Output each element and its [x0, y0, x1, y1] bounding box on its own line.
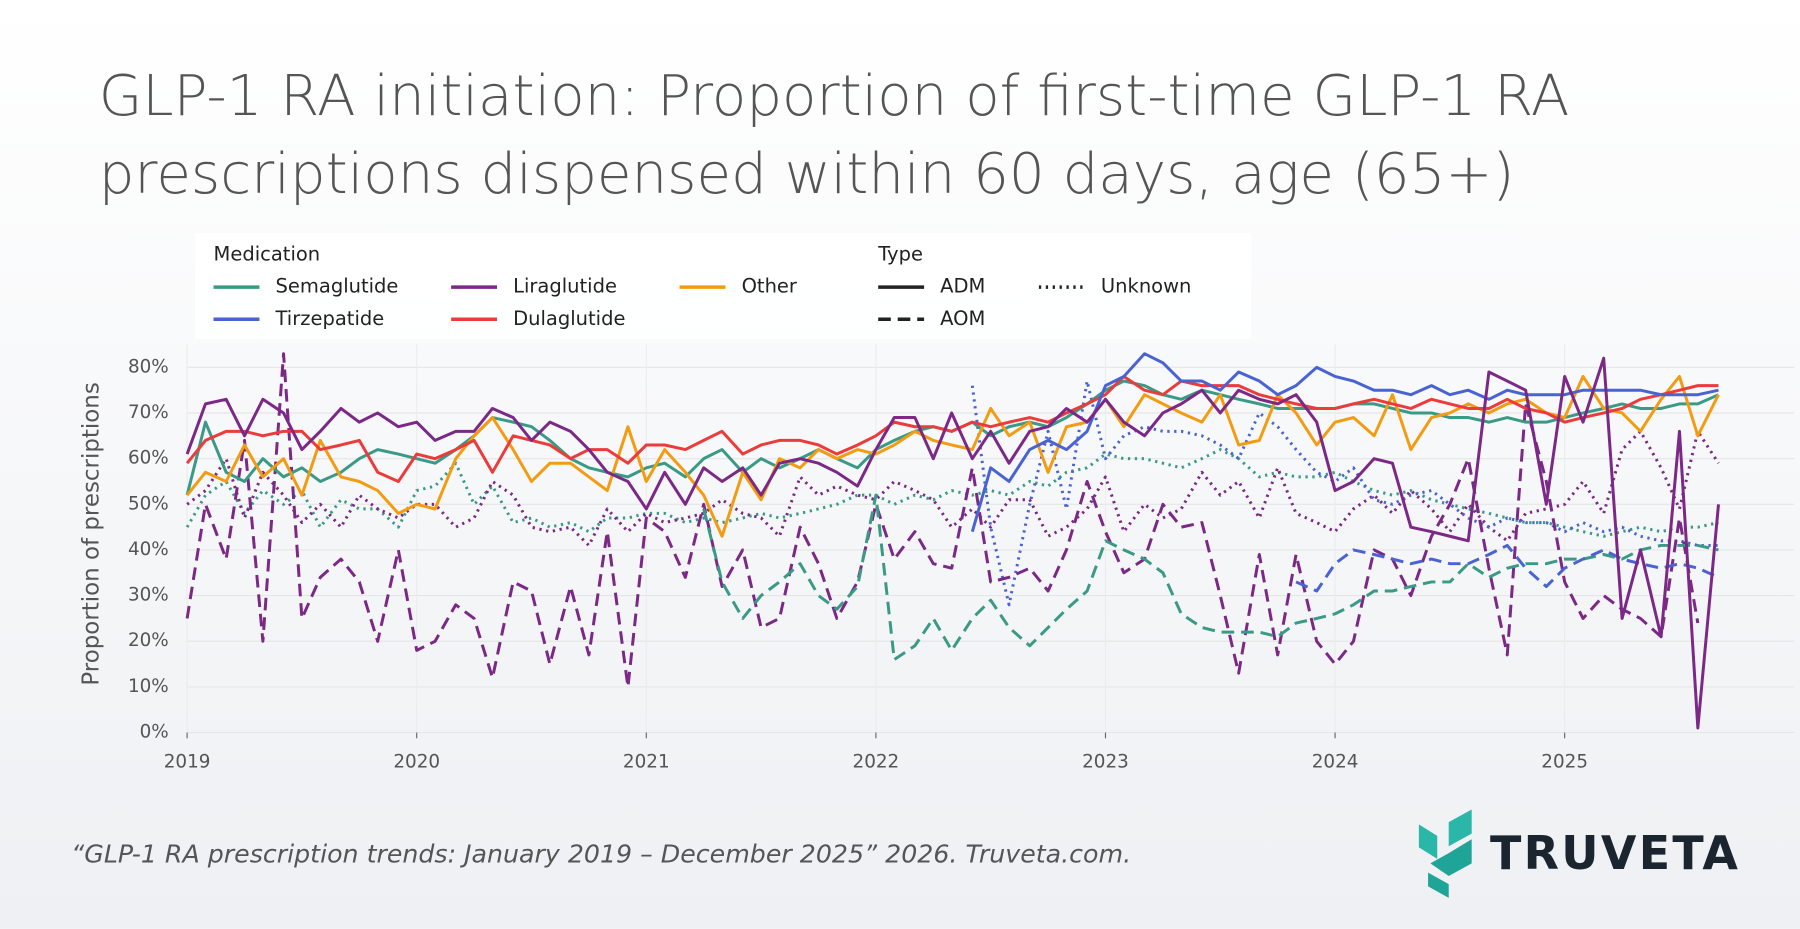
legend-label: Semaglutide: [276, 275, 399, 298]
source: “GLP-1 RA prescription trends: January 2…: [71, 839, 1131, 868]
y-tick-label: 30%: [128, 585, 169, 606]
x-tick-label: 2023: [1082, 751, 1129, 772]
logo-text: TRUVETA: [1490, 826, 1740, 880]
y-tick-label: 50%: [128, 493, 169, 514]
y-tick-label: 0%: [140, 722, 169, 743]
series-line: [185, 448, 1719, 538]
legend-label: Other: [742, 275, 798, 298]
series-line: [970, 379, 1719, 607]
legend-title: Medication: [214, 242, 321, 265]
legend-label: Tirzepatide: [275, 307, 385, 330]
y-tick-label: 80%: [128, 356, 169, 377]
x-tick-label: 2025: [1541, 751, 1588, 772]
x-tick-label: 2021: [623, 751, 670, 772]
x-tick-label: 2022: [853, 751, 900, 772]
series-line: [1295, 543, 1720, 593]
legend-label: Liraglutide: [513, 275, 617, 298]
series-line: [185, 352, 1700, 689]
logo-mark: [1418, 809, 1472, 898]
legend-label: Dulaglutide: [513, 307, 625, 330]
x-tick-label: 2019: [164, 751, 211, 772]
legend-label: ADM: [940, 275, 985, 298]
series-line: [185, 374, 1719, 483]
y-tick-label: 70%: [128, 402, 169, 423]
y-tick-label: 40%: [128, 539, 169, 560]
x-tick-label: 2024: [1312, 751, 1359, 772]
series-line: [185, 356, 1720, 730]
series-line: [702, 493, 1719, 662]
series-line: [186, 429, 1720, 547]
y-tick-label: 60%: [128, 448, 169, 469]
legend-label: Unknown: [1101, 275, 1192, 298]
y-tick-label: 20%: [128, 630, 169, 651]
chart-title: prescriptions dispensed within 60 days, …: [99, 142, 1515, 207]
y-tick-label: 10%: [128, 676, 169, 697]
legend-title: Type: [877, 242, 923, 265]
y-axis-label: Proportion of prescriptions: [78, 382, 104, 685]
legend-label: AOM: [940, 307, 985, 330]
x-tick-label: 2020: [393, 751, 440, 772]
chart-title: GLP-1 RA initiation: Proportion of first…: [99, 64, 1570, 129]
